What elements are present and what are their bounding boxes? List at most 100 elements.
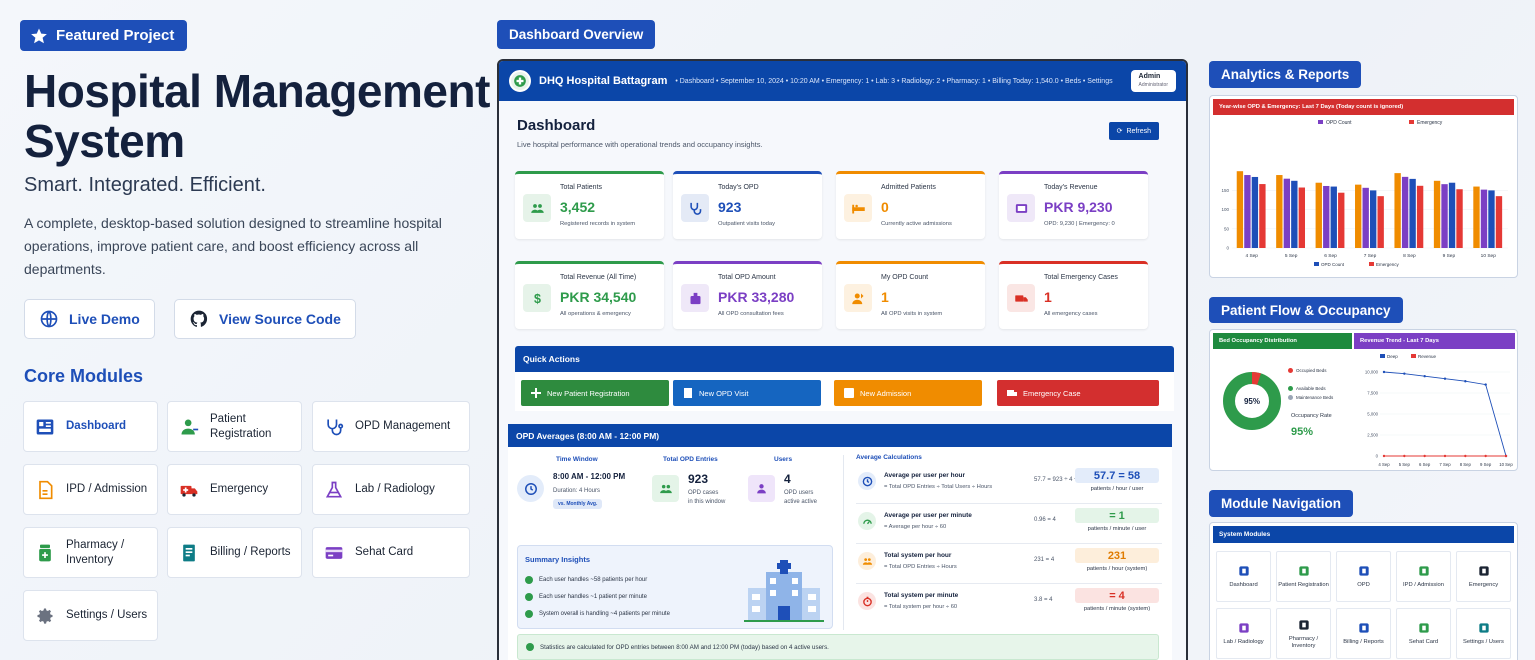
x-tick-label: 7 Sep (1439, 462, 1451, 467)
bar (1456, 189, 1463, 248)
dashboard-window: DHQ Hospital Battagram • Dashboard • Sep… (497, 59, 1188, 660)
stat-card: $ Total Revenue (All Time) PKR 34,540 Al… (515, 261, 664, 329)
occupancy-rate-label: Occupancy Rate (1291, 413, 1332, 419)
users-label: Users (774, 456, 793, 463)
stat-card-label: Total OPD Amount (718, 274, 776, 281)
live-demo-label: Live Demo (69, 311, 140, 327)
topbar-meta: • Dashboard • September 10, 2024 • 10:20… (675, 77, 1113, 85)
globe-icon (40, 310, 58, 328)
view-source-label: View Source Code (219, 311, 341, 327)
module-nav-tile[interactable]: Dashboard (1216, 551, 1271, 602)
quick-actions-panel: New Patient Registration New OPD Visit N… (515, 372, 1174, 411)
bar (1355, 184, 1362, 248)
emergency-case-button[interactable]: Emergency Case (997, 380, 1159, 406)
avg-row-result: = 4 (1075, 588, 1159, 603)
data-point (1484, 383, 1487, 386)
hero-description: A complete, desktop-based solution desig… (24, 215, 442, 277)
avg-row-result: 57.7 = 58 (1075, 468, 1159, 483)
dashboard-icon (1238, 566, 1249, 576)
legend-label: Deep (1387, 354, 1398, 359)
stethoscope-icon (1358, 566, 1369, 576)
module-nav-label: Module Navigation (1209, 490, 1354, 517)
core-module-billing[interactable]: Billing / Reports (167, 527, 302, 578)
core-module-pharmacy[interactable]: Pharmacy / Inventory (23, 527, 158, 578)
revenue-trend-title-text: Revenue Trend - Last 7 Days (1360, 338, 1439, 344)
user-plus-icon (1298, 566, 1309, 576)
speedometer-icon (858, 512, 876, 530)
star-icon (31, 28, 47, 43)
core-module-ipd-admission[interactable]: IPD / Admission (23, 464, 158, 515)
core-module-sehat-card[interactable]: Sehat Card (312, 527, 470, 578)
new-admission-button[interactable]: New Admission (834, 380, 982, 406)
legend-swatch (1409, 120, 1414, 124)
core-module-opd-management[interactable]: OPD Management (312, 401, 470, 452)
pill-bottle-icon (34, 542, 56, 564)
file-icon (1298, 619, 1309, 630)
x-tick-label: 5 Sep (1399, 462, 1411, 467)
quick-action-label: New Patient Registration (547, 388, 630, 398)
stat-card-sub: Currently active admissions (881, 221, 952, 227)
stat-card: Today's OPD 923 Outpatient visits today (673, 171, 822, 239)
module-nav-tile[interactable]: IPD / Admission (1396, 551, 1451, 602)
quick-action-label: New Admission (860, 388, 912, 398)
stat-card: Total Emergency Cases 1 All emergency ca… (999, 261, 1148, 329)
core-module-label: Billing / Reports (210, 546, 291, 558)
module-nav-label: Emergency (1468, 582, 1499, 588)
module-nav-tile[interactable]: OPD (1336, 551, 1391, 602)
module-nav-panel: System Modules Dashboard Patient Registra… (1209, 522, 1518, 660)
stethoscope-icon (681, 194, 709, 222)
module-nav-tile[interactable]: Settings / Users (1456, 608, 1511, 659)
data-point (1443, 454, 1447, 458)
patient-flow-panel: Bed Occupancy Distribution Revenue Trend… (1209, 329, 1518, 471)
data-point (1423, 375, 1426, 378)
refresh-button[interactable]: ⟳ Refresh (1108, 122, 1159, 140)
vs-monthly-badge: vs. Monthly Avg. (553, 499, 603, 509)
module-nav-tile[interactable]: Sehat Card (1396, 608, 1451, 659)
core-module-dashboard[interactable]: Dashboard (23, 401, 158, 452)
core-module-label: Pharmacy / Inventory (66, 538, 125, 566)
new-opd-button[interactable]: New OPD Visit (673, 380, 821, 406)
opd-averages-header: OPD Averages (8:00 AM - 12:00 PM) (508, 424, 1172, 447)
legend-text: Available Beds (1296, 386, 1326, 391)
bar (1488, 190, 1495, 248)
stat-card-label: Today's Revenue (1044, 184, 1098, 191)
module-nav-tile[interactable]: Emergency (1456, 551, 1511, 602)
x-tick-label: 6 Sep (1419, 462, 1431, 467)
core-module-lab-radiology[interactable]: Lab / Radiology (312, 464, 470, 515)
module-nav-tile[interactable]: Patient Registration (1276, 551, 1331, 602)
module-nav-tile[interactable]: Pharmacy / Inventory (1276, 608, 1331, 659)
avg-row-equation: 0.96 = 4 (1034, 517, 1056, 523)
insights-title: Summary Insights (525, 555, 591, 564)
view-source-button[interactable]: View Source Code (174, 299, 356, 339)
card-icon (323, 542, 345, 564)
legend-label: Emergency (1417, 120, 1443, 126)
module-nav-tile[interactable]: Lab / Radiology (1216, 608, 1271, 659)
stat-card: Today's Revenue PKR 9,230 OPD: 9,230 | E… (999, 171, 1148, 239)
core-module-emergency[interactable]: Emergency (167, 464, 302, 515)
invoice-icon (1358, 623, 1369, 633)
users-sub1: OPD users (784, 490, 814, 496)
hospital-building-icon (744, 560, 824, 622)
avg-calc-title: Average Calculations (856, 454, 922, 461)
avg-row-result: 231 (1075, 548, 1159, 563)
insight-text: Each user handles ~58 patients per hour (539, 577, 648, 583)
core-module-patient-registration[interactable]: Patient Registration (167, 401, 302, 452)
stat-card-value: 1 (881, 289, 889, 305)
featured-badge-label: Featured Project (56, 27, 175, 44)
y-tick-label: 50 (1224, 226, 1230, 231)
module-nav-label: IPD / Admission (1403, 582, 1444, 588)
module-nav-label: Billing / Reports (1343, 639, 1384, 645)
analytics-panel: Year-wise OPD & Emergency: Last 7 Days (… (1209, 95, 1518, 278)
x-tick-label: 10 Sep (1481, 253, 1497, 259)
time-window-value: 8:00 AM - 12:00 PM (553, 472, 626, 481)
admin-menu[interactable]: Admin Administrator (1130, 70, 1176, 92)
x-tick-label: 6 Sep (1324, 253, 1337, 259)
bar (1416, 185, 1424, 248)
bar (1276, 175, 1283, 248)
live-demo-button[interactable]: Live Demo (24, 299, 155, 339)
data-point (1484, 454, 1487, 458)
user-chart-icon (844, 284, 872, 312)
new-patient-button[interactable]: New Patient Registration (521, 380, 669, 406)
core-module-settings[interactable]: Settings / Users (23, 590, 158, 641)
module-nav-tile[interactable]: Billing / Reports (1336, 608, 1391, 659)
